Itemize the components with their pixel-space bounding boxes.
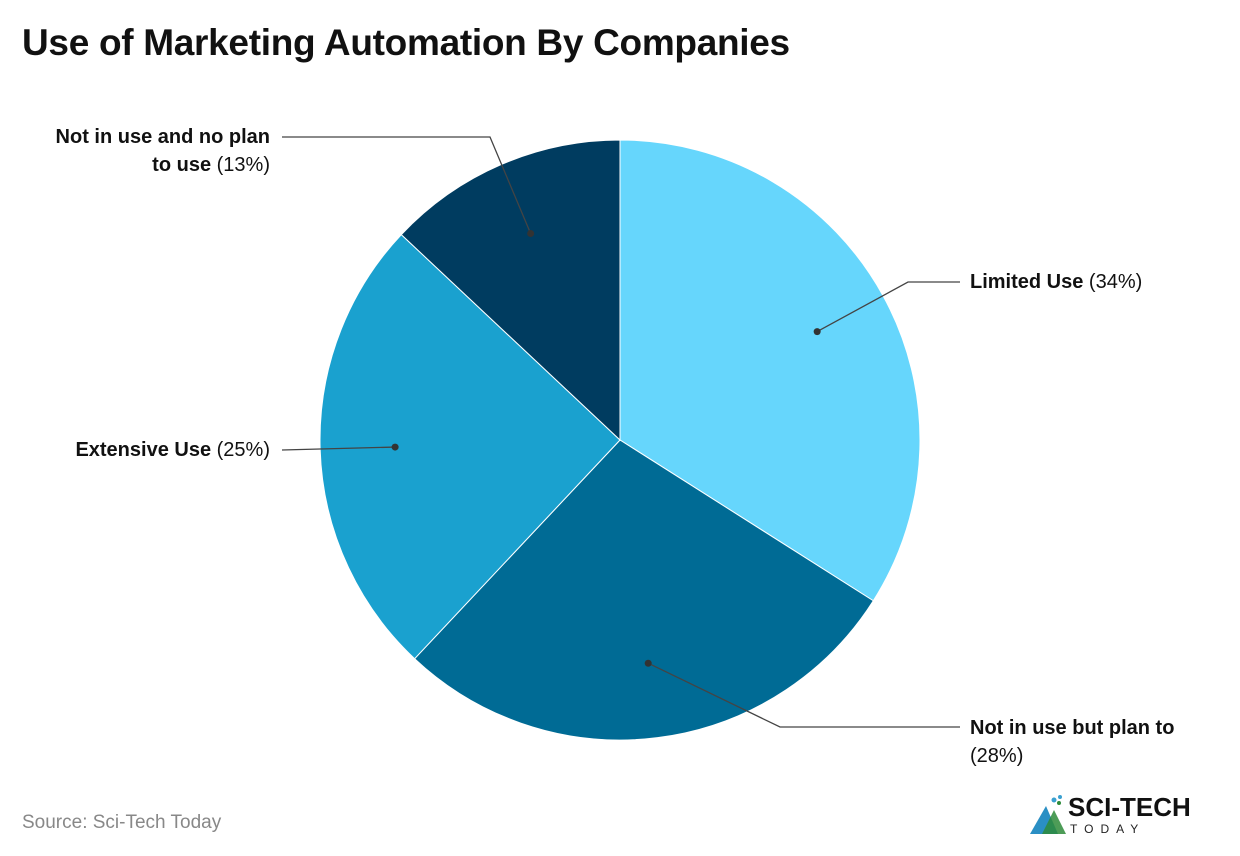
leader-dot-3	[527, 230, 535, 238]
label-name: Not in use and no plan	[55, 126, 270, 148]
leader-line-1	[647, 662, 960, 728]
label-name: Extensive Use	[75, 439, 212, 461]
chart-title: Use of Marketing Automation By Companies	[22, 22, 790, 63]
label-pct: (28%)	[970, 745, 1024, 767]
pie-slice-1	[413, 439, 874, 741]
label-plan-to: Not in use but plan to (28%)	[970, 714, 1174, 770]
label-name-2: to use	[152, 154, 212, 176]
sci-tech-logo-icon	[1030, 795, 1066, 834]
label-no-plan: Not in use and no plan to use (13%)	[56, 123, 270, 179]
pie-slice-3	[400, 139, 621, 442]
logo-subtext: TODAY	[1070, 822, 1146, 836]
leader-line-2	[281, 446, 396, 451]
label-name: Not in use but plan to	[970, 717, 1175, 739]
label-extensive-use: Extensive Use (25%)	[75, 436, 270, 464]
label-pct: (25%)	[216, 439, 270, 461]
leader-line-0	[816, 281, 960, 333]
label-name: Limited Use	[970, 271, 1084, 293]
label-limited-use: Limited Use (34%)	[970, 268, 1142, 296]
label-pct: (34%)	[1088, 271, 1143, 293]
leader-line-3	[282, 136, 532, 234]
label-pct: (13%)	[216, 154, 270, 176]
leader-dot-2	[391, 443, 399, 451]
logo-text: SCI-TECH	[1068, 792, 1191, 822]
leader-dot-1	[644, 659, 652, 667]
source-note: Source: Sci-Tech Today	[22, 812, 222, 833]
leader-dot-0	[813, 328, 821, 336]
